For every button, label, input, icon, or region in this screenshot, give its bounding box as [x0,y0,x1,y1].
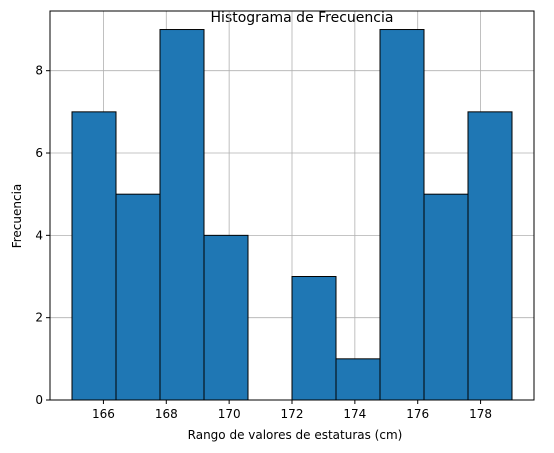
x-axis-label: Rango de valores de estaturas (cm) [188,428,403,442]
y-tick-label: 2 [35,311,43,325]
x-axis-ticks: 166 168 170 172 174 176 178 [92,400,492,421]
y-tick-label: 0 [35,393,43,407]
x-tick-label: 174 [343,407,366,421]
x-tick-label: 170 [218,407,241,421]
histogram-bar [335,358,381,401]
histogram-bar [115,193,161,401]
x-tick-label: 168 [155,407,178,421]
histogram-bar [423,193,469,401]
histogram-bar [71,111,117,401]
x-tick-label: 172 [281,407,304,421]
histogram-bar [379,29,425,401]
x-tick-label: 166 [92,407,115,421]
bars-group [71,29,513,401]
y-axis-ticks: 0 2 4 6 8 [35,64,50,407]
histogram-bar [203,234,249,401]
histogram-bar [159,29,205,401]
x-tick-label: 176 [406,407,429,421]
histogram-bar [291,276,337,401]
y-axis-label: Frecuencia [10,184,24,249]
y-tick-label: 6 [35,146,43,160]
histogram-bar [467,111,513,401]
x-tick-label: 178 [469,407,492,421]
y-tick-label: 4 [35,228,43,242]
y-tick-label: 8 [35,64,43,78]
chart-title: Histograma de Frecuencia [211,10,394,26]
